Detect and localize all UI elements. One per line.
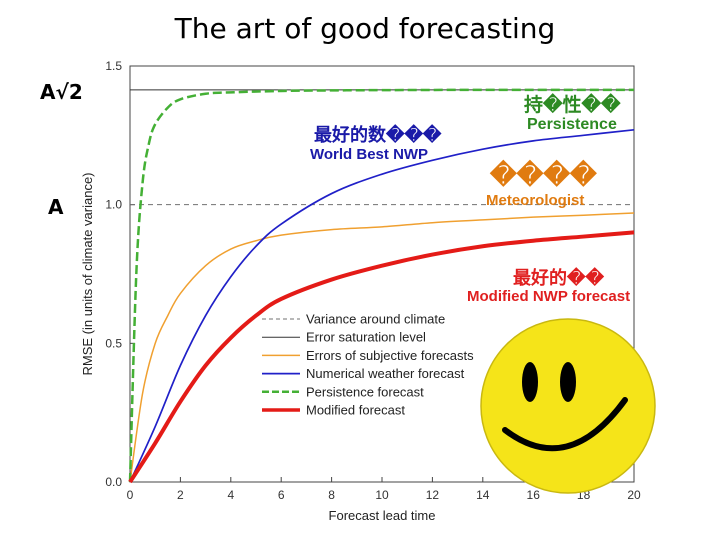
- x-tick-label: 0: [127, 488, 134, 502]
- series-line-numerical-weather-forecast: [129, 128, 635, 483]
- modified-en-label: Modified NWP forecast: [467, 288, 631, 305]
- y-tick-label: 0.5: [105, 336, 122, 350]
- legend-label: Numerical weather forecast: [306, 366, 465, 381]
- persistence-en-label: Persistence: [527, 116, 617, 133]
- x-tick-label: 6: [278, 488, 285, 502]
- sqrt2-label: A√2: [40, 80, 83, 104]
- x-tick-label: 20: [627, 488, 641, 502]
- x-tick-label: 16: [527, 488, 541, 502]
- y-axis-label: RMSE (in units of climate variance): [80, 172, 95, 375]
- y-tick-label: 0.0: [105, 475, 122, 489]
- y-tick-label: 1.0: [105, 198, 122, 212]
- smiley-face-icon: [480, 318, 656, 494]
- y-tick-label: 1.5: [105, 59, 122, 73]
- x-axis-label: Forecast lead time: [329, 508, 436, 523]
- legend-label: Persistence forecast: [306, 384, 424, 399]
- axis-ticks: 0 2 4 6 8 10 12 14 16 18 200.00.51.01.5: [105, 59, 641, 502]
- series-line-persistence-forecast: [128, 88, 635, 483]
- x-tick-label: 12: [426, 488, 440, 502]
- persistence-cn-label: 持�性��: [524, 95, 621, 116]
- legend-label: Error saturation level: [306, 330, 426, 345]
- legend-label: Modified forecast: [306, 403, 405, 418]
- x-tick-label: 8: [328, 488, 335, 502]
- meteorologist-en-label: Meteorologist: [486, 192, 585, 209]
- legend: Variance around climate Error saturation …: [262, 312, 474, 418]
- world-best-en-label: World Best NWP: [310, 146, 429, 163]
- series-group: [128, 88, 635, 484]
- world-best-cn-label: 最好的数���: [314, 125, 442, 145]
- x-tick-label: 14: [476, 488, 490, 502]
- modified-cn-label: 最好的��: [513, 268, 604, 288]
- x-tick-label: 10: [375, 488, 389, 502]
- legend-label: Variance around climate: [306, 312, 445, 327]
- x-tick-label: 2: [177, 488, 184, 502]
- legend-label: Errors of subjective forecasts: [306, 348, 474, 363]
- meteorologist-cn-label: ����: [490, 160, 597, 190]
- a-label: A: [48, 195, 64, 219]
- x-tick-label: 4: [227, 488, 234, 502]
- series-line-modified-forecast: [128, 230, 635, 484]
- slide-title: The art of good forecasting: [174, 12, 556, 45]
